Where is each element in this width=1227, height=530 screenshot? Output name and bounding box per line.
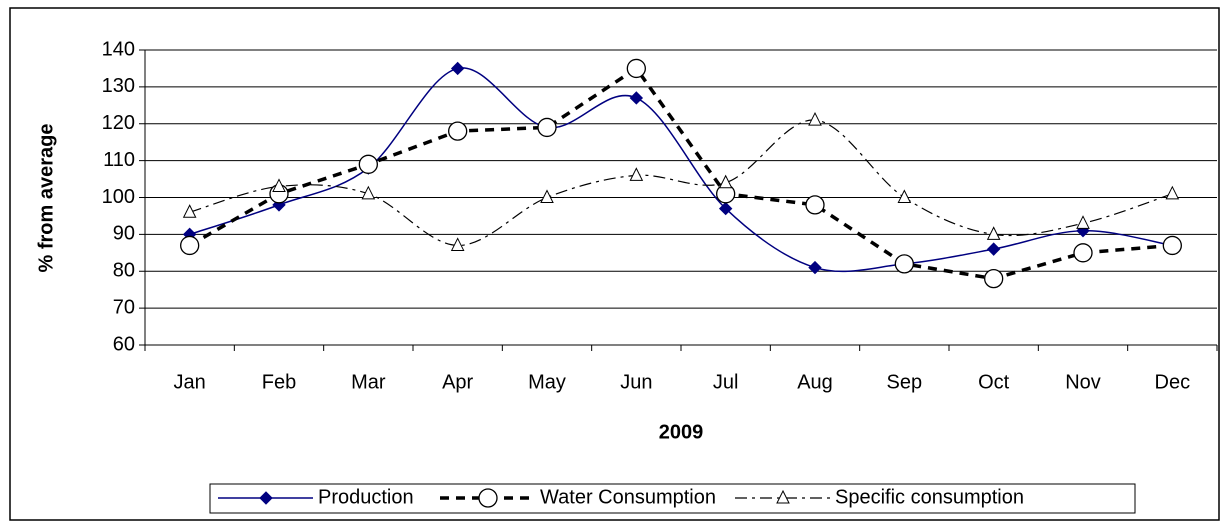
legend-label: Water Consumption (540, 486, 716, 508)
y-tick-label: 120 (102, 112, 135, 134)
marker (358, 154, 378, 174)
x-tick-label: Jun (620, 371, 652, 393)
marker (180, 235, 200, 256)
y-tick-label: 130 (102, 75, 135, 97)
marker (629, 167, 644, 181)
legend: Production Water Consumption Specific cons… (209, 483, 1136, 514)
y-tick-label: 110 (103, 149, 135, 171)
marker (1076, 215, 1090, 229)
legend-label: Production (318, 486, 414, 508)
marker (537, 117, 557, 138)
x-axis-label: 2009 (659, 421, 704, 443)
x-tick-label: Apr (442, 371, 473, 393)
marker (808, 260, 822, 275)
y-tick-label: 90 (113, 223, 135, 245)
x-tick-label: Nov (1065, 371, 1101, 393)
marker (448, 121, 468, 141)
x-tick-label: Mar (351, 371, 386, 393)
marker (776, 489, 790, 504)
marker (1073, 243, 1093, 263)
x-tick-label: Jul (713, 371, 739, 393)
y-tick-label: 80 (113, 260, 135, 282)
marker (478, 488, 498, 508)
marker (805, 195, 825, 215)
marker (626, 58, 646, 79)
x-tick-label: Dec (1155, 371, 1191, 393)
marker (897, 189, 912, 203)
y-tick-label: 70 (113, 296, 135, 318)
marker (986, 226, 1001, 240)
marker (182, 204, 197, 218)
x-tick-label: Aug (797, 371, 833, 393)
x-tick-label: Feb (262, 371, 296, 393)
marker (259, 491, 273, 505)
y-axis-label: % from average (35, 124, 57, 273)
marker (808, 111, 822, 126)
chart-border (9, 7, 1220, 521)
x-tick-label: May (528, 371, 566, 393)
marker (629, 91, 644, 105)
marker (540, 189, 554, 203)
series-line (188, 66, 1173, 281)
marker (718, 201, 733, 216)
legend-label: Specific consumption (835, 486, 1024, 508)
marker (986, 242, 1001, 256)
marker (1162, 235, 1182, 256)
x-tick-label: Sep (887, 371, 923, 393)
y-tick-label: 100 (102, 186, 135, 208)
marker (894, 254, 914, 274)
marker (361, 185, 376, 200)
marker (718, 174, 733, 189)
y-tick-label: 140 (102, 38, 135, 60)
marker (1165, 185, 1180, 200)
legend-frame (209, 483, 1136, 514)
x-tick-label: Jan (174, 371, 206, 393)
y-tick-label: 60 (113, 333, 135, 355)
marker (272, 178, 286, 192)
x-tick-label: Oct (978, 371, 1010, 393)
marker (450, 237, 465, 251)
marker (984, 268, 1004, 289)
marker (450, 61, 465, 76)
